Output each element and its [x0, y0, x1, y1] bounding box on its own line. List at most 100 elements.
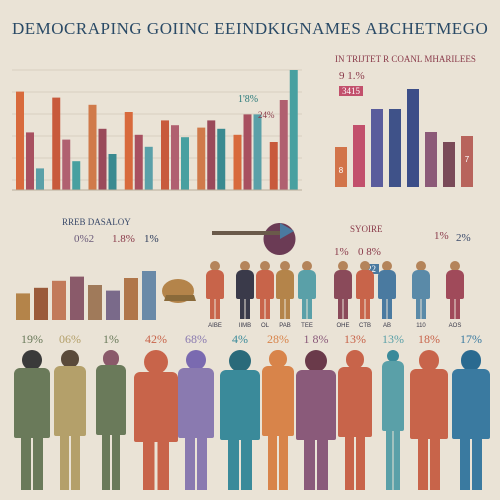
top-left-bar	[134, 134, 143, 190]
person-percent: 68%	[185, 332, 207, 346]
top-left-bar	[98, 128, 107, 190]
person-percent: 19%	[21, 332, 43, 346]
person-label: CTB	[359, 323, 371, 329]
top-right-bar-label: 8	[339, 166, 344, 175]
person-head-icon	[418, 350, 440, 371]
top-left-chart-svg: 1'8%24%	[12, 69, 302, 191]
top-left-bar	[36, 168, 44, 190]
person-percent: 13%	[382, 332, 404, 346]
top-right-bar	[425, 132, 437, 187]
middle-right-pct-1: 1%	[334, 246, 349, 258]
top-right-chart-panel: IN TRIJTET R COANL MHARILEES 9 1.% 3415 …	[325, 52, 480, 192]
person-head-icon	[102, 350, 120, 367]
person-body-icon	[356, 269, 374, 299]
person-body-icon	[178, 367, 214, 438]
top-left-bar	[197, 127, 206, 190]
top-left-bar	[124, 112, 133, 190]
top-right-bar	[407, 89, 419, 187]
middle-decoration	[160, 205, 310, 305]
person-percent: 18%	[418, 332, 440, 346]
person-legs-icon	[417, 436, 441, 490]
person-head-icon	[22, 350, 42, 370]
middle-right-badge: 22	[364, 264, 379, 274]
person-legs-icon	[344, 434, 366, 490]
person-head-icon	[229, 350, 251, 372]
person-head-icon	[143, 350, 169, 375]
person-legs-icon	[279, 297, 291, 319]
middle-left-bar	[52, 280, 66, 320]
person-legs-icon	[304, 437, 328, 490]
middle-left-bar	[142, 271, 156, 320]
person-figure-large	[178, 350, 214, 490]
middle-left-bar	[34, 287, 48, 320]
person-legs-icon	[386, 428, 400, 490]
top-left-bar	[72, 161, 81, 190]
person-head-icon	[269, 350, 287, 368]
top-left-bar	[16, 91, 24, 190]
middle-left-chart-svg	[16, 271, 156, 320]
person-label: OL	[260, 323, 269, 329]
person-legs-icon	[142, 438, 170, 490]
person-label: OHE	[336, 323, 350, 329]
top-left-bar	[289, 70, 298, 190]
person-body-icon	[206, 269, 224, 299]
person-body-icon	[412, 269, 430, 299]
people-row-top: AIBE IIMB OL PAB TEE OHE CTB AB 110 AOS	[0, 255, 500, 335]
person-percent: 06%	[59, 332, 81, 346]
person-figure	[276, 261, 294, 319]
top-right-chart-subtitle: 9 1.%	[339, 70, 365, 82]
person-legs-icon	[268, 433, 288, 490]
middle-left-badge-3: 1%	[144, 233, 159, 245]
person-percent: 1 8%	[303, 332, 329, 346]
top-left-bar	[62, 139, 71, 190]
person-body-icon	[54, 365, 86, 436]
middle-right-pct-3: 1%	[434, 230, 449, 242]
top-left-bar	[181, 137, 189, 190]
person-figure-large	[96, 350, 126, 490]
top-left-bar	[233, 134, 242, 190]
person-head-icon	[186, 350, 206, 370]
middle-left-bar	[70, 276, 84, 320]
top-left-bar	[279, 100, 288, 190]
top-left-bar	[207, 120, 216, 190]
person-head-icon	[382, 261, 392, 271]
person-figure-large	[382, 350, 404, 490]
middle-left-badge-1: 0%2	[74, 233, 95, 245]
person-figure-large	[452, 350, 490, 490]
middle-left-bar	[106, 290, 120, 320]
person-legs-icon	[259, 297, 271, 319]
middle-right-pct-2: 0 8%	[358, 246, 381, 258]
top-left-bar	[161, 120, 169, 190]
person-head-icon	[280, 261, 290, 271]
person-body-icon	[334, 269, 352, 299]
middle-left-bar	[88, 285, 102, 320]
person-label: TEE	[301, 323, 313, 329]
person-figure	[412, 261, 430, 319]
middle-left-chart-panel: RREB DASALOY 0%2 1.8% 1%	[12, 215, 212, 330]
person-head-icon	[386, 350, 400, 363]
person-head-icon	[210, 261, 220, 271]
person-figure-large	[14, 350, 50, 490]
top-right-chart-svg: 87	[335, 89, 473, 187]
person-body-icon	[378, 269, 396, 299]
person-legs-icon	[359, 297, 371, 319]
person-body-icon	[298, 269, 316, 299]
person-head-icon	[416, 261, 426, 271]
people-row-bottom: 19% 06% 1% 42% 68% 4% 28% 1 8% 13% 13% 18% 17%	[0, 332, 500, 500]
person-figure	[334, 261, 352, 319]
person-label: AB	[382, 323, 391, 329]
top-left-bar	[108, 154, 117, 190]
top-left-bar	[253, 114, 262, 190]
person-legs-icon	[301, 297, 313, 319]
middle-left-bar	[124, 278, 138, 320]
person-legs-icon	[209, 297, 221, 319]
top-right-bar	[353, 125, 365, 187]
top-right-bar	[335, 147, 347, 187]
person-body-icon	[14, 367, 50, 438]
person-head-icon	[338, 261, 348, 271]
person-percent: 13%	[344, 332, 366, 346]
top-right-bar	[461, 136, 473, 187]
person-legs-icon	[415, 297, 427, 319]
person-head-icon	[240, 261, 250, 271]
person-head-icon	[61, 350, 79, 368]
